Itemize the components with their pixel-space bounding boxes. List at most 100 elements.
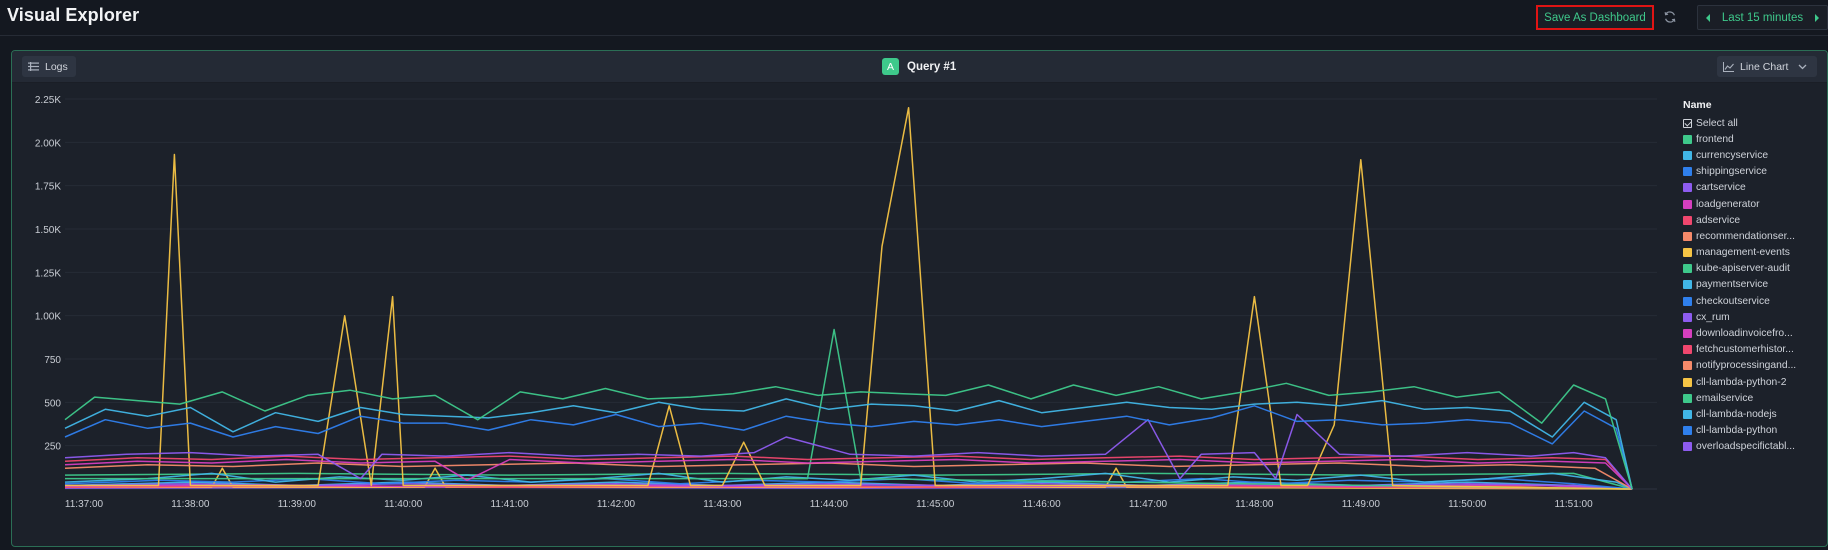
legend-item[interactable]: paymentservice <box>1683 277 1796 293</box>
x-tick-label: 11:50:00 <box>1448 499 1487 510</box>
series-line <box>64 472 1633 490</box>
x-tick-label: 11:38:00 <box>171 499 210 510</box>
y-tick-label: 250 <box>44 442 61 453</box>
legend-item[interactable]: overloadspecifictabl... <box>1683 439 1796 455</box>
legend-item[interactable]: currencyservice <box>1683 147 1796 163</box>
legend-item[interactable]: checkoutservice <box>1683 293 1796 309</box>
line-chart-icon <box>1723 61 1734 72</box>
legend-swatch <box>1683 134 1692 144</box>
legend-item-label: adservice <box>1696 214 1741 226</box>
y-tick-label: 1.50K <box>35 225 61 236</box>
legend-item[interactable]: cll-lambda-python-2 <box>1683 374 1796 390</box>
series-line <box>64 382 1633 490</box>
series-line <box>64 458 1633 490</box>
logs-label: Logs <box>45 60 68 73</box>
legend-select-all-label: Select all <box>1696 117 1738 129</box>
refresh-button[interactable] <box>1658 6 1682 28</box>
legend-item[interactable]: downloadinvoicefro... <box>1683 325 1796 341</box>
legend-item[interactable]: kube-apiserver-audit <box>1683 261 1796 277</box>
legend-swatch <box>1683 150 1692 160</box>
legend-item[interactable]: cx_rum <box>1683 309 1796 325</box>
series-line <box>65 106 1633 490</box>
legend: Name Select all frontend currencyservice s… <box>1672 84 1827 546</box>
legend-item[interactable]: recommendationser... <box>1683 228 1796 244</box>
legend-item-label: loadgenerator <box>1696 198 1760 210</box>
legend-item-label: cx_rum <box>1696 311 1730 323</box>
series-line <box>64 462 1633 490</box>
legend-item-label: recommendationser... <box>1696 230 1796 242</box>
series-line <box>64 455 1633 490</box>
y-axis-ticks: 250 500 750 1.00K 1.25K 1.50K 1.75K 2.00K 2.25K <box>35 95 62 453</box>
legend-swatch <box>1683 296 1692 306</box>
legend-swatch <box>1683 248 1692 258</box>
legend-item[interactable]: cll-lambda-python <box>1683 423 1796 439</box>
x-tick-label: 11:49:00 <box>1342 499 1381 510</box>
series-line <box>64 477 1633 490</box>
legend-select-all[interactable]: Select all <box>1683 115 1796 131</box>
legend-swatch <box>1683 361 1692 371</box>
series-line <box>64 398 1633 490</box>
series-line <box>65 328 1633 490</box>
legend-item-label: overloadspecifictabl... <box>1696 441 1796 453</box>
legend-swatch <box>1683 377 1692 387</box>
query-badge: A <box>882 58 899 75</box>
legend-item[interactable]: loadgenerator <box>1683 196 1796 212</box>
legend-item[interactable]: cartservice <box>1683 180 1796 196</box>
caret-right-icon[interactable] <box>1813 13 1821 23</box>
legend-swatch <box>1683 215 1692 225</box>
checkbox-icon[interactable] <box>1683 118 1692 128</box>
y-tick-label: 2.25K <box>35 95 61 106</box>
legend-item[interactable]: adservice <box>1683 212 1796 228</box>
chart-type-label: Line Chart <box>1740 60 1789 73</box>
legend-item[interactable]: notifyprocessingand... <box>1683 358 1796 374</box>
time-range-picker[interactable]: Last 15 minutes <box>1697 5 1828 30</box>
query-label: Query #1 <box>907 60 957 73</box>
x-tick-label: 11:41:00 <box>491 499 530 510</box>
x-tick-label: 11:37:00 <box>65 499 104 510</box>
legend-item[interactable]: fetchcustomerhistor... <box>1683 342 1796 358</box>
y-tick-label: 500 <box>44 398 61 409</box>
x-tick-label: 11:40:00 <box>384 499 423 510</box>
caret-left-icon[interactable] <box>1704 13 1712 23</box>
legend-item-label: downloadinvoicefro... <box>1696 328 1793 340</box>
y-tick-label: 1.25K <box>35 268 61 279</box>
legend-item-label: paymentservice <box>1696 279 1769 291</box>
series-line <box>64 413 1633 490</box>
legend-item-label: kube-apiserver-audit <box>1696 263 1790 275</box>
legend-swatch <box>1683 183 1692 193</box>
legend-item[interactable]: frontend <box>1683 131 1796 147</box>
legend-item[interactable]: shippingservice <box>1683 164 1796 180</box>
legend-item[interactable]: emailservice <box>1683 390 1796 406</box>
legend-swatch <box>1683 426 1692 436</box>
line-chart: 250 500 750 1.00K 1.25K 1.50K 1.75K 2.00K 2.25K … <box>12 84 1672 546</box>
series-line <box>64 483 1633 490</box>
legend-item-label: emailservice <box>1696 392 1754 404</box>
y-tick-label: 1.75K <box>35 182 61 193</box>
y-tick-label: 750 <box>44 355 61 366</box>
chevron-down-icon <box>1798 64 1807 69</box>
series-line <box>64 405 1633 490</box>
chart-type-select[interactable]: Line Chart <box>1717 56 1817 77</box>
series-lines <box>64 106 1633 490</box>
x-tick-label: 11:48:00 <box>1235 499 1274 510</box>
x-tick-label: 11:43:00 <box>703 499 742 510</box>
legend-item-label: fetchcustomerhistor... <box>1696 344 1794 356</box>
series-line <box>64 481 1633 490</box>
legend-item[interactable]: management-events <box>1683 245 1796 261</box>
logs-button[interactable]: Logs <box>22 56 76 77</box>
x-axis-ticks: 11:37:00 11:38:00 11:39:00 11:40:00 11:41:00… <box>65 499 1593 510</box>
legend-item[interactable]: cll-lambda-nodejs <box>1683 406 1796 422</box>
legend-swatch <box>1683 345 1692 355</box>
time-range-label: Last 15 minutes <box>1721 11 1804 24</box>
legend-item-label: cartservice <box>1696 182 1746 194</box>
top-bar: Visual Explorer Save As Dashboard Last 1… <box>0 0 1828 36</box>
save-as-dashboard-button[interactable]: Save As Dashboard <box>1536 5 1654 30</box>
y-tick-label: 1.00K <box>35 312 61 323</box>
legend-swatch <box>1683 231 1692 241</box>
legend-swatch <box>1683 312 1692 322</box>
x-tick-label: 11:42:00 <box>597 499 636 510</box>
legend-title: Name <box>1683 99 1712 111</box>
query-panel: Logs A Query #1 Line Chart 250 500 750 1.00… <box>11 50 1828 547</box>
line-chart-svg: 2505007501.00K1.25K1.50K1.75K2.00K2.25K … <box>35 95 1657 510</box>
legend-swatch <box>1683 199 1692 209</box>
